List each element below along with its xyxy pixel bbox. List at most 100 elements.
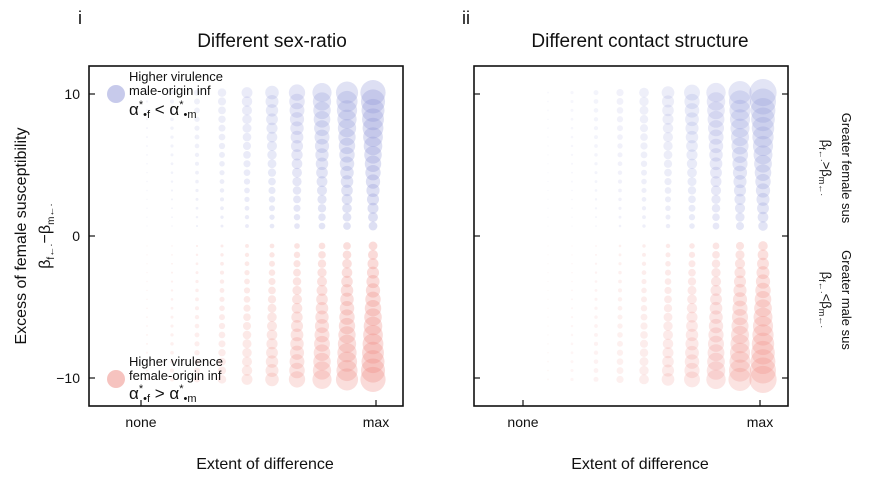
red-marker bbox=[639, 357, 649, 367]
red-marker bbox=[195, 279, 199, 284]
red-marker bbox=[146, 289, 148, 292]
legend-bottom-formula: α*•f > α*•m bbox=[129, 383, 197, 405]
panel-ii-xlabel: Extent of difference bbox=[571, 456, 709, 473]
blue-marker bbox=[732, 156, 748, 172]
red-marker bbox=[734, 258, 746, 269]
blue-marker bbox=[340, 175, 354, 188]
red-marker bbox=[709, 301, 723, 315]
legend-top-formula: α*•f < α*•m bbox=[129, 99, 197, 121]
blue-marker bbox=[146, 207, 148, 209]
red-marker bbox=[218, 322, 226, 330]
red-marker bbox=[170, 306, 174, 310]
right-label-top: Greater female sus βf←·>βm←· bbox=[817, 113, 854, 224]
red-marker bbox=[314, 327, 330, 343]
blue-marker bbox=[218, 142, 226, 150]
blue-marker bbox=[292, 186, 302, 195]
red-marker bbox=[751, 332, 775, 356]
red-marker bbox=[570, 377, 574, 382]
blue-marker bbox=[594, 189, 598, 192]
blue-marker bbox=[664, 187, 672, 194]
legend-bottom-line2: female-origin inf bbox=[129, 368, 222, 383]
red-marker bbox=[594, 306, 598, 310]
blue-marker bbox=[639, 96, 649, 107]
red-marker bbox=[570, 333, 574, 337]
red-marker bbox=[294, 243, 300, 249]
blue-marker bbox=[570, 126, 574, 130]
red-marker bbox=[642, 252, 646, 257]
red-marker bbox=[664, 295, 672, 304]
blue-marker bbox=[687, 186, 697, 195]
red-marker bbox=[290, 319, 304, 333]
panel-i-xlabel: Extent of difference bbox=[196, 456, 334, 473]
red-marker bbox=[265, 372, 279, 387]
blue-marker bbox=[570, 153, 574, 156]
red-marker bbox=[734, 267, 746, 279]
blue-marker bbox=[547, 100, 549, 103]
blue-marker bbox=[289, 93, 305, 110]
red-marker bbox=[337, 334, 357, 353]
red-marker bbox=[593, 376, 599, 382]
red-marker bbox=[266, 338, 278, 350]
blue-marker bbox=[758, 221, 768, 231]
blue-marker bbox=[339, 156, 355, 171]
blue-marker bbox=[663, 159, 673, 168]
red-marker bbox=[242, 356, 252, 367]
red-marker bbox=[593, 359, 599, 364]
blue-marker bbox=[661, 86, 675, 99]
blue-marker bbox=[170, 126, 174, 130]
red-marker bbox=[244, 252, 250, 257]
panel-i-ytick-10: 10 bbox=[64, 86, 80, 102]
red-marker bbox=[662, 347, 674, 359]
red-marker bbox=[616, 367, 624, 374]
blue-marker bbox=[571, 198, 573, 201]
blue-marker bbox=[735, 222, 745, 231]
blue-marker bbox=[594, 180, 598, 183]
blue-marker bbox=[733, 184, 747, 197]
red-marker bbox=[570, 369, 574, 373]
panel-i-ytick-0: 0 bbox=[72, 228, 80, 244]
blue-marker bbox=[170, 189, 174, 192]
blue-marker bbox=[170, 171, 174, 174]
red-marker bbox=[618, 262, 622, 266]
red-marker bbox=[365, 283, 381, 298]
blue-marker bbox=[170, 180, 174, 183]
blue-marker bbox=[547, 136, 549, 138]
red-marker bbox=[684, 371, 700, 388]
blue-marker bbox=[547, 163, 549, 165]
red-marker bbox=[316, 276, 328, 287]
blue-marker bbox=[757, 202, 769, 215]
blue-marker bbox=[728, 90, 752, 113]
blue-marker bbox=[217, 97, 227, 106]
red-marker bbox=[729, 351, 751, 373]
red-marker bbox=[706, 361, 726, 380]
legend-bottom-swatch bbox=[107, 370, 125, 388]
red-marker bbox=[146, 342, 148, 345]
red-marker bbox=[146, 298, 148, 301]
blue-marker bbox=[195, 224, 199, 228]
red-marker bbox=[266, 321, 278, 332]
red-marker bbox=[617, 297, 623, 302]
blue-marker bbox=[709, 148, 723, 162]
blue-marker bbox=[641, 197, 647, 202]
red-marker bbox=[663, 304, 673, 313]
blue-marker bbox=[594, 153, 598, 157]
panel-i-x-ticks: none max bbox=[125, 400, 389, 430]
blue-marker bbox=[571, 171, 573, 174]
red-marker bbox=[267, 312, 277, 322]
red-marker bbox=[364, 308, 382, 326]
red-marker bbox=[194, 306, 200, 311]
panel-letter-ii: ii bbox=[462, 8, 470, 28]
red-marker bbox=[547, 343, 549, 345]
blue-marker bbox=[220, 215, 224, 219]
blue-marker bbox=[711, 204, 721, 213]
red-marker bbox=[685, 345, 699, 360]
blue-marker bbox=[366, 183, 380, 198]
red-marker bbox=[547, 316, 549, 318]
blue-marker bbox=[195, 197, 199, 201]
red-marker bbox=[617, 323, 623, 329]
red-marker bbox=[312, 369, 332, 390]
red-marker bbox=[146, 316, 148, 318]
red-marker bbox=[293, 268, 301, 277]
blue-marker bbox=[367, 202, 379, 214]
red-marker bbox=[195, 271, 199, 275]
